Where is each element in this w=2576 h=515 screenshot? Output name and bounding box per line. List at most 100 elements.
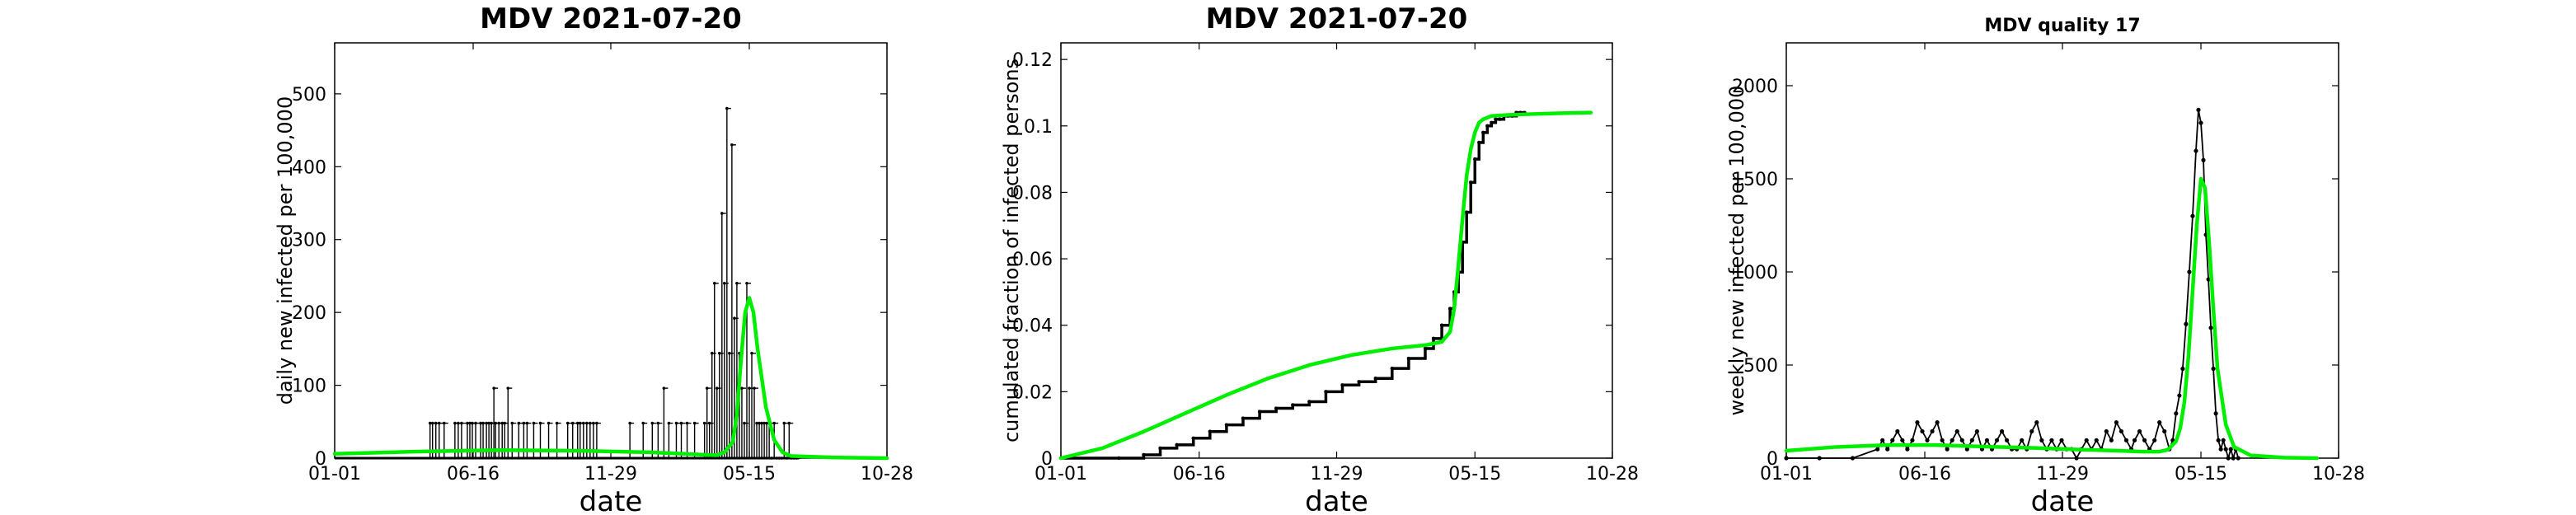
observed-point: [1954, 428, 1959, 434]
x-tick-label: 06-16: [1898, 464, 1951, 485]
observed-point: [2228, 447, 2233, 452]
observed-point: [547, 421, 551, 425]
observed-point: [497, 421, 500, 425]
observed-point: [2206, 277, 2211, 282]
x-tick-label: 05-15: [1448, 464, 1501, 485]
observed-point: [492, 386, 495, 390]
observed-point: [730, 143, 734, 147]
x-tick-label: 11-29: [2036, 464, 2089, 485]
x-tick-label: 10-28: [861, 464, 913, 485]
observed-point: [1890, 438, 1895, 442]
observed-point: [2201, 157, 2206, 162]
x-tick-label: 05-15: [2175, 464, 2227, 485]
observed-point: [1469, 180, 1473, 185]
observed-point: [1423, 346, 1428, 351]
x-axis-label: date: [1305, 485, 1368, 515]
observed-point: [765, 421, 768, 425]
observed-point: [641, 421, 645, 425]
observed-point: [775, 456, 779, 460]
observed-point: [510, 421, 514, 425]
observed-point: [735, 281, 739, 285]
observed-point: [2004, 438, 2010, 442]
observed-point: [2198, 120, 2203, 125]
observed-point: [1485, 124, 1490, 128]
observed-point: [1945, 447, 1950, 452]
observed-point: [662, 386, 666, 390]
observed-point: [2104, 428, 2109, 434]
observed-point: [1191, 436, 1195, 441]
y-tick-label: 100: [292, 377, 326, 397]
observed-point: [2142, 438, 2147, 442]
observed-point: [748, 386, 751, 390]
observed-point: [1473, 157, 1477, 162]
y-tick-label: 0.06: [1012, 250, 1053, 270]
observed-point: [1875, 447, 1880, 452]
observed-series: [1784, 107, 2241, 461]
observed-point: [1175, 442, 1179, 447]
observed-point: [428, 421, 432, 425]
observed-point: [1850, 456, 1856, 461]
observed-point: [1964, 447, 1969, 452]
observed-point: [785, 456, 789, 460]
observed-point: [2226, 456, 2231, 461]
observed-point: [770, 456, 773, 460]
observed-point: [705, 386, 709, 390]
observed-point: [565, 421, 570, 425]
observed-point: [685, 421, 689, 425]
observed-point: [710, 351, 714, 355]
observed-point: [2109, 438, 2114, 442]
observed-point: [1274, 406, 1279, 410]
observed-point: [2223, 447, 2228, 452]
y-tick-label: 0: [315, 449, 326, 470]
observed-point: [1935, 420, 1940, 425]
observed-point: [500, 421, 504, 425]
observed-point: [1481, 130, 1485, 135]
observed-point: [1373, 377, 1377, 381]
y-tick-label: 1000: [1732, 263, 1778, 283]
observed-point: [717, 351, 721, 355]
observed-series: [335, 106, 801, 460]
observed-point: [1880, 438, 1885, 442]
observed-point: [1817, 456, 1822, 461]
observed-point: [555, 421, 559, 425]
x-tick-label: 05-15: [723, 464, 776, 485]
x-tick-label: 01-01: [1760, 464, 1813, 485]
observed-point: [1885, 447, 1890, 452]
observed-point: [628, 421, 631, 425]
observed-point: [1208, 429, 1213, 433]
observed-point: [750, 351, 753, 355]
observed-point: [1900, 438, 1905, 442]
observed-point: [1930, 428, 1935, 434]
y-tick-label: 0: [1041, 449, 1053, 470]
observed-point: [1390, 366, 1395, 371]
observed-point: [2221, 438, 2226, 442]
observed-point: [487, 421, 490, 425]
y-axis-label: weekly new infected per 100,000: [1725, 86, 1748, 416]
observed-point: [2208, 325, 2213, 330]
observed-point: [2034, 420, 2039, 425]
observed-point: [707, 421, 711, 425]
x-tick-label: 11-29: [1311, 464, 1363, 485]
observed-point: [1915, 420, 1920, 425]
observed-point: [1307, 400, 1311, 404]
observed-point: [753, 386, 756, 390]
observed-point: [2059, 438, 2064, 442]
y-tick-label: 1500: [1732, 170, 1778, 190]
observed-point: [1920, 428, 1925, 434]
observed-point: [1158, 446, 1162, 451]
observed-point: [434, 421, 438, 425]
observed-point: [1784, 456, 1789, 461]
y-tick-label: 0.02: [1012, 382, 1053, 403]
y-tick-label: 0.1: [1024, 117, 1053, 138]
observed-point: [755, 421, 758, 425]
observed-point: [1357, 380, 1361, 384]
observed-point: [2162, 428, 2167, 434]
observed-point: [2216, 438, 2221, 442]
observed-point: [479, 421, 482, 425]
chart-title: MDV quality 17: [1984, 16, 2140, 36]
observed-point: [1291, 403, 1295, 407]
observed-point: [760, 421, 763, 425]
observed-point: [2218, 447, 2223, 452]
observed-point: [503, 421, 507, 425]
